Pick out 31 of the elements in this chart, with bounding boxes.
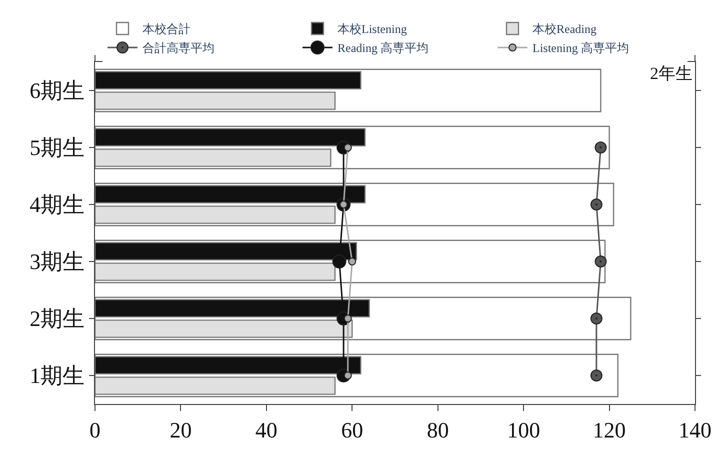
x-tick-label: 100 (507, 417, 540, 442)
x-tick-label: 20 (170, 417, 192, 442)
y-tick-label: 6期生 (30, 78, 85, 104)
legend-label: Reading 高専平均 (338, 41, 428, 56)
point (344, 372, 352, 380)
y-tick-label: 4期生 (30, 192, 85, 218)
x-tick-label: 120 (592, 417, 626, 442)
x-tick-label: 140 (678, 417, 712, 442)
legend-label: 本校Listening (338, 22, 407, 36)
point (348, 258, 356, 266)
point (590, 198, 602, 210)
legend-label: 合計高専平均 (142, 41, 214, 56)
y-tick-label: 1期生 (30, 363, 85, 388)
legend-label: 本校Reading (532, 22, 596, 36)
legend-label: Listening 高専平均 (532, 41, 629, 56)
annotation: 2年生 (650, 64, 692, 83)
point (344, 144, 352, 152)
x-tick-label: 40 (255, 417, 278, 442)
x-tick-label: 60 (341, 417, 364, 442)
y-tick-label: 5期生 (30, 135, 85, 160)
point (590, 312, 602, 324)
y-tick-label: 3期生 (30, 249, 85, 274)
point (590, 370, 602, 382)
point (594, 256, 607, 268)
legend-label: 本校合計 (142, 22, 190, 36)
point (344, 314, 352, 322)
y-tick-label: 2期生 (30, 306, 85, 332)
point (594, 142, 607, 154)
x-tick-label: 0 (90, 417, 100, 442)
x-tick-label: 80 (426, 417, 449, 442)
point (332, 254, 346, 268)
